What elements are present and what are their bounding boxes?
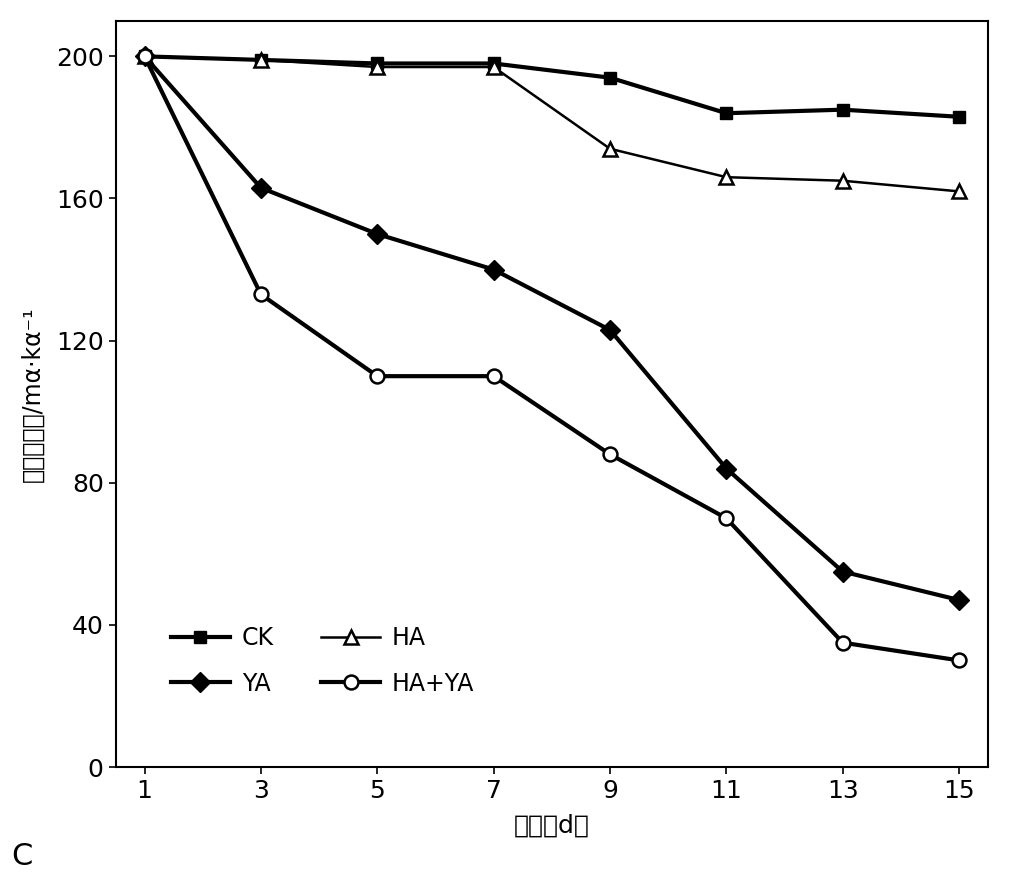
Y-axis label: 污染物浓度/mα·kα⁻¹: 污染物浓度/mα·kα⁻¹ bbox=[21, 306, 44, 481]
CK bbox=[255, 55, 267, 65]
CK bbox=[138, 51, 150, 62]
HA+YA bbox=[954, 655, 966, 666]
Line: YA: YA bbox=[137, 50, 966, 607]
CK bbox=[836, 104, 849, 115]
YA bbox=[720, 463, 733, 473]
Line: CK: CK bbox=[138, 50, 966, 123]
HA bbox=[836, 175, 849, 186]
YA bbox=[487, 265, 499, 275]
HA+YA bbox=[836, 637, 849, 648]
YA bbox=[138, 51, 150, 62]
Line: HA: HA bbox=[137, 50, 966, 198]
HA+YA bbox=[255, 289, 267, 300]
CK bbox=[954, 112, 966, 122]
HA bbox=[138, 51, 150, 62]
CK bbox=[371, 58, 383, 69]
CK bbox=[487, 58, 499, 69]
HA+YA bbox=[720, 513, 733, 524]
CK bbox=[604, 73, 616, 83]
HA+YA bbox=[487, 371, 499, 381]
HA bbox=[371, 62, 383, 73]
X-axis label: 时间（d）: 时间（d） bbox=[514, 814, 590, 838]
YA bbox=[604, 325, 616, 335]
HA bbox=[255, 55, 267, 65]
Legend: CK, YA, HA, HA+YA: CK, YA, HA, HA+YA bbox=[171, 627, 474, 696]
HA+YA bbox=[604, 449, 616, 459]
Text: C: C bbox=[11, 842, 32, 871]
HA bbox=[954, 186, 966, 196]
Line: HA+YA: HA+YA bbox=[137, 50, 966, 667]
HA+YA bbox=[138, 51, 150, 62]
HA bbox=[487, 62, 499, 73]
HA bbox=[604, 143, 616, 154]
HA+YA bbox=[371, 371, 383, 381]
CK bbox=[720, 108, 733, 119]
YA bbox=[954, 595, 966, 605]
YA bbox=[255, 182, 267, 193]
HA bbox=[720, 172, 733, 182]
YA bbox=[371, 228, 383, 239]
YA bbox=[836, 566, 849, 577]
